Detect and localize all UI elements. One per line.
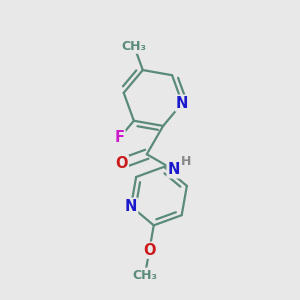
- Text: CH₃: CH₃: [133, 268, 158, 282]
- Text: O: O: [143, 243, 156, 258]
- Text: CH₃: CH₃: [122, 40, 147, 53]
- Text: F: F: [115, 130, 124, 145]
- Text: N: N: [176, 96, 188, 111]
- Text: N: N: [125, 199, 137, 214]
- Text: H: H: [181, 155, 191, 168]
- Text: O: O: [116, 156, 128, 171]
- Text: N: N: [168, 162, 180, 177]
